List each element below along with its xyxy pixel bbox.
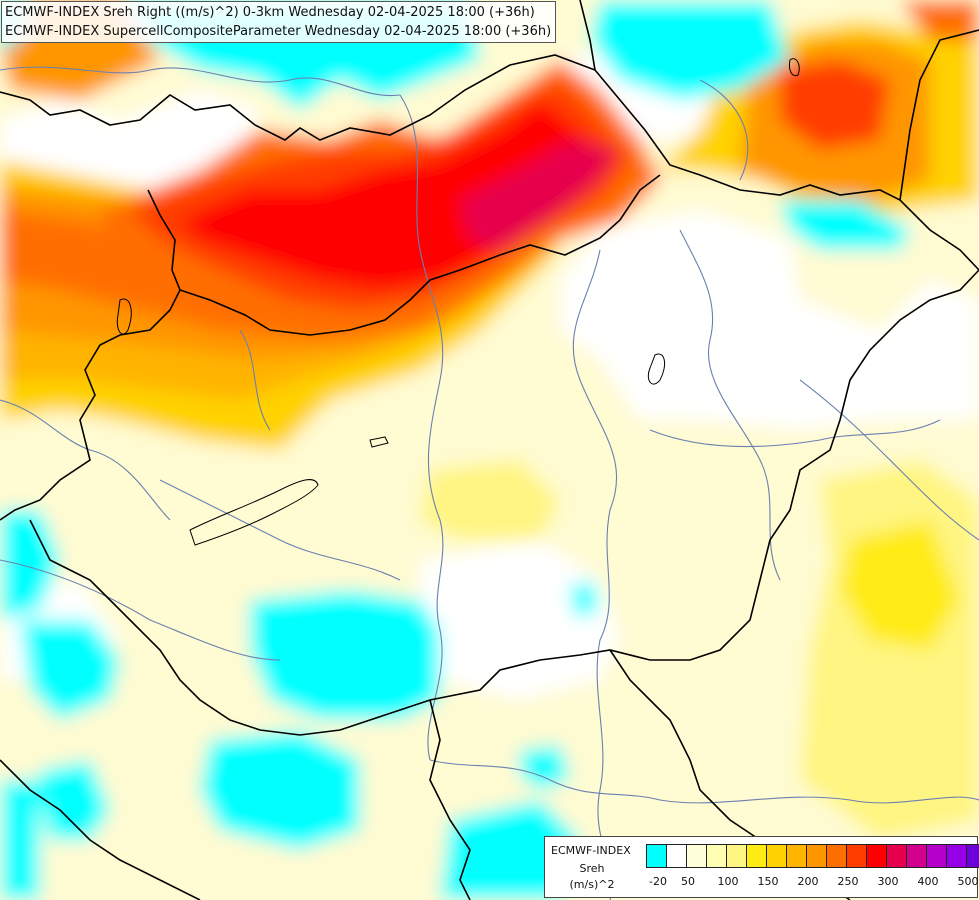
legend-parameter-label: Sreh [579,862,605,875]
legend-swatch [847,845,867,867]
legend-tick-label: -20 [649,875,667,888]
title-line-2: ECMWF-INDEX SupercellCompositeParameter … [5,24,552,39]
legend-tick-label: 200 [797,875,819,888]
legend-swatch [967,845,979,867]
legend-swatch [707,845,727,867]
legend-swatch [727,845,747,867]
legend-unit-label: (m/s)^2 [569,878,615,891]
rivers [0,66,979,900]
legend-swatch [927,845,947,867]
title-line-1: ECMWF-INDEX Sreh Right ((m/s)^2) 0-3km W… [5,5,535,20]
legend-tick-label: 250 [837,875,859,888]
legend-swatch [767,845,787,867]
legend-swatch [907,845,927,867]
legend-swatch [687,845,707,867]
legend-tick-label: 500 [957,875,979,888]
legend-swatch [827,845,847,867]
legend-swatch [667,845,687,867]
legend-swatch [747,845,767,867]
color-legend: ECMWF-INDEX Sreh (m/s)^2 -20 50 100 150 200 2… [544,836,979,898]
legend-swatch [947,845,967,867]
legend-swatch [647,845,667,867]
legend-swatch [787,845,807,867]
legend-tick-label: 150 [757,875,779,888]
lakes [116,58,800,546]
legend-swatch [887,845,907,867]
legend-tick-label: 400 [917,875,939,888]
title-box: ECMWF-INDEX Sreh Right ((m/s)^2) 0-3km W… [1,1,556,43]
legend-tick-labels: -2050100150200250300400500700 [646,875,979,891]
legend-model-label: ECMWF-INDEX [551,844,631,857]
legend-tick-label: 100 [717,875,739,888]
legend-tick-label: 300 [877,875,899,888]
legend-swatch [807,845,827,867]
legend-color-bar [646,844,979,868]
legend-swatch [867,845,887,867]
legend-tick-label: 50 [681,875,695,888]
